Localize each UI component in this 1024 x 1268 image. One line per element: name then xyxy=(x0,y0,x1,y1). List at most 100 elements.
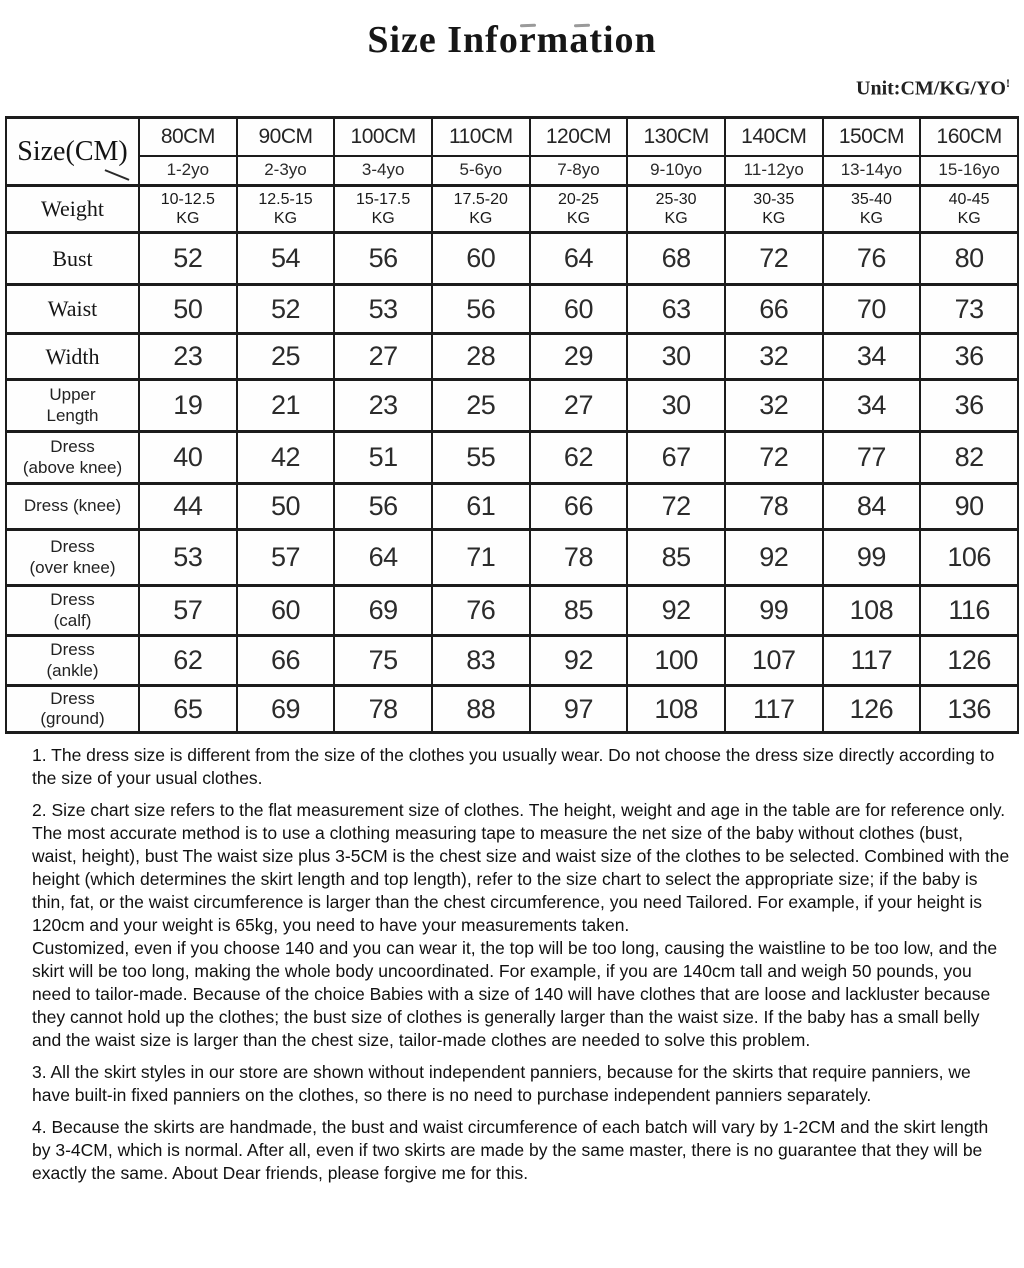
value-cell: 77 xyxy=(821,430,922,485)
value-cell: 117 xyxy=(723,684,824,734)
table-row: Width 23 25 27 28 29 30 32 34 36 xyxy=(5,332,1019,381)
value-cell: 92 xyxy=(723,528,824,587)
value-cell: 21 xyxy=(235,378,336,433)
value-cell: 19 xyxy=(138,378,238,433)
value-cell: 15-17.5 KG xyxy=(333,184,433,234)
age-header-cell: 3-4yo xyxy=(333,154,433,187)
value-cell: 42 xyxy=(235,430,336,485)
age-header-cell: 15-16yo xyxy=(919,154,1019,187)
value-cell: 68 xyxy=(626,231,726,286)
value-cell: 99 xyxy=(723,584,824,637)
table-row: Dress (calf) 57 60 69 76 85 92 99 108 116 xyxy=(5,584,1019,637)
value-cell: 34 xyxy=(821,378,922,433)
value-cell: 99 xyxy=(821,528,922,587)
value-cell: 34 xyxy=(821,332,922,381)
value-cell: 90 xyxy=(919,482,1019,531)
value-cell: 60 xyxy=(235,584,336,637)
size-header-row: Size(CM) 80CM 90CM 100CM 110CM 120CM 130CM 140… xyxy=(5,116,1019,187)
value-cell: 36 xyxy=(919,332,1019,381)
row-label: Weight xyxy=(5,184,140,234)
value-cell: 106 xyxy=(919,528,1019,587)
table-row: Waist 50 52 53 56 60 63 66 70 73 xyxy=(5,283,1019,335)
age-header-cell: 9-10yo xyxy=(626,154,726,187)
value-cell: 76 xyxy=(430,584,531,637)
value-cell: 40-45 KG xyxy=(919,184,1019,234)
value-cell: 82 xyxy=(919,430,1019,485)
value-cell: 78 xyxy=(528,528,629,587)
value-cell: 78 xyxy=(333,684,433,734)
size-table-body: Weight 10-12.5 KG 12.5-15 KG 15-17.5 KG 17.5… xyxy=(5,184,1019,734)
value-cell: 30 xyxy=(626,332,726,381)
row-label: Dress (over knee) xyxy=(5,528,140,587)
value-cell: 72 xyxy=(723,231,824,286)
age-header-cell: 2-3yo xyxy=(235,154,336,187)
value-cell: 107 xyxy=(723,634,824,687)
value-cell: 116 xyxy=(919,584,1019,637)
value-cell: 25-30 KG xyxy=(626,184,726,234)
size-header-cell: 150CM xyxy=(821,116,922,157)
size-header-cell: 140CM xyxy=(723,116,824,157)
value-cell: 30-35 KG xyxy=(723,184,824,234)
age-header-cell: 13-14yo xyxy=(821,154,922,187)
size-header-cell: 80CM xyxy=(138,116,238,157)
table-row: Dress (above knee) 40 42 51 55 62 67 72 77 82 xyxy=(5,430,1019,485)
value-cell: 136 xyxy=(919,684,1019,734)
table-row: Dress (knee) 44 50 56 61 66 72 78 84 90 xyxy=(5,482,1019,531)
size-table-header: Size(CM) 80CM 90CM 100CM 110CM 120CM 130CM 140… xyxy=(5,116,1019,187)
note-item: 1. The dress size is different from the … xyxy=(32,745,995,788)
note-item: 4. Because the skirts are handmade, the … xyxy=(32,1117,989,1183)
value-cell: 75 xyxy=(333,634,433,687)
value-cell: 36 xyxy=(919,378,1019,433)
value-cell: 66 xyxy=(528,482,629,531)
value-cell: 73 xyxy=(919,283,1019,335)
row-label: Upper Length xyxy=(5,378,140,433)
row-label: Dress (ground) xyxy=(5,684,140,734)
value-cell: 52 xyxy=(138,231,238,286)
value-cell: 53 xyxy=(333,283,433,335)
value-cell: 66 xyxy=(723,283,824,335)
corner-cell: Size(CM) xyxy=(5,116,140,187)
table-row: Dress (ankle) 62 66 75 83 92 100 107 117 126 xyxy=(5,634,1019,687)
value-cell: 50 xyxy=(235,482,336,531)
value-cell: 29 xyxy=(528,332,629,381)
value-cell: 54 xyxy=(235,231,336,286)
value-cell: 20-25 KG xyxy=(528,184,629,234)
value-cell: 126 xyxy=(821,684,922,734)
value-cell: 17.5-20 KG xyxy=(430,184,531,234)
value-cell: 108 xyxy=(821,584,922,637)
value-cell: 97 xyxy=(528,684,629,734)
value-cell: 70 xyxy=(821,283,922,335)
size-header-cell: 110CM xyxy=(430,116,531,157)
table-row: Weight 10-12.5 KG 12.5-15 KG 15-17.5 KG 17.5… xyxy=(5,184,1019,234)
value-cell: 69 xyxy=(235,684,336,734)
value-cell: 69 xyxy=(333,584,433,637)
value-cell: 35-40 KG xyxy=(821,184,922,234)
value-cell: 30 xyxy=(626,378,726,433)
value-cell: 63 xyxy=(626,283,726,335)
row-label: Dress (knee) xyxy=(5,482,140,531)
unit-text: Unit:CM/KG/YO xyxy=(856,77,1006,100)
row-label: Dress (calf) xyxy=(5,584,140,637)
value-cell: 60 xyxy=(430,231,531,286)
value-cell: 60 xyxy=(528,283,629,335)
value-cell: 32 xyxy=(723,332,824,381)
value-cell: 50 xyxy=(138,283,238,335)
age-header-row: 1-2yo 2-3yo 3-4yo 5-6yo 7-8yo 9-10yo 11-12yo 13… xyxy=(6,154,1019,187)
age-header-cell: 7-8yo xyxy=(528,154,629,187)
value-cell: 100 xyxy=(626,634,726,687)
value-cell: 23 xyxy=(138,332,238,381)
value-cell: 71 xyxy=(430,528,531,587)
value-cell: 66 xyxy=(235,634,336,687)
value-cell: 126 xyxy=(919,634,1019,687)
size-header-cell: 100CM xyxy=(333,116,433,157)
value-cell: 64 xyxy=(528,231,629,286)
value-cell: 57 xyxy=(235,528,336,587)
row-label: Waist xyxy=(5,283,140,335)
value-cell: 117 xyxy=(821,634,922,687)
value-cell: 67 xyxy=(626,430,726,485)
value-cell: 64 xyxy=(333,528,433,587)
value-cell: 85 xyxy=(626,528,726,587)
value-cell: 83 xyxy=(430,634,531,687)
value-cell: 57 xyxy=(138,584,238,637)
